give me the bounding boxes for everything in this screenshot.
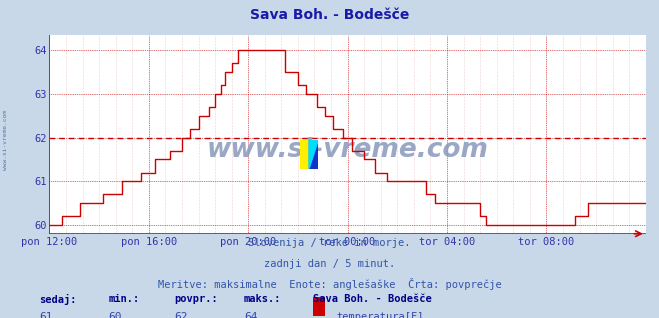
Text: Slovenija / reke in morje.: Slovenija / reke in morje. [248,238,411,248]
Polygon shape [309,140,318,169]
Text: www.si-vreme.com: www.si-vreme.com [3,110,8,170]
Text: 64: 64 [244,312,257,318]
Text: Sava Boh. - Bodešče: Sava Boh. - Bodešče [250,8,409,22]
Text: povpr.:: povpr.: [175,294,218,304]
Text: Sava Boh. - Bodešče: Sava Boh. - Bodešče [313,294,432,304]
Text: 62: 62 [175,312,188,318]
Text: temperatura[F]: temperatura[F] [336,312,424,318]
Bar [309,140,318,169]
Text: 61: 61 [40,312,53,318]
Text: www.si-vreme.com: www.si-vreme.com [207,137,488,163]
Text: zadnji dan / 5 minut.: zadnji dan / 5 minut. [264,259,395,269]
Text: sedaj:: sedaj: [40,294,77,305]
Text: min.:: min.: [109,294,140,304]
Text: maks.:: maks.: [244,294,281,304]
Text: Meritve: maksimalne  Enote: anglešaške  Črta: povprečje: Meritve: maksimalne Enote: anglešaške Čr… [158,278,501,290]
Text: 60: 60 [109,312,122,318]
